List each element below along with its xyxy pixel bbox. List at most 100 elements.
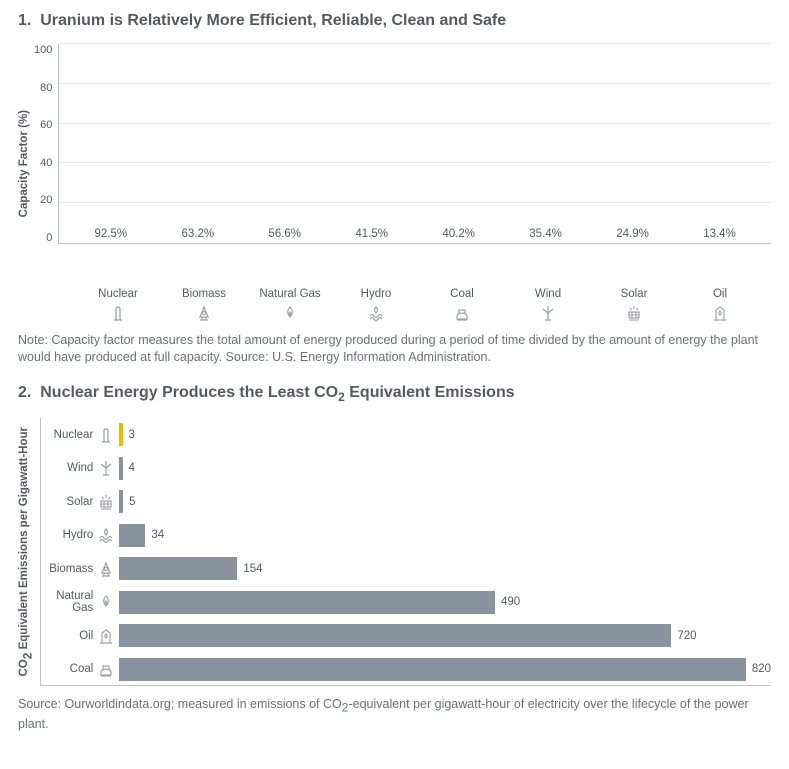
chart2-category: Natural Gas xyxy=(41,590,119,614)
chart1-gridline xyxy=(59,43,771,44)
chart2-barwrap: 154 xyxy=(119,557,771,580)
chart1-ytick: 60 xyxy=(34,119,52,131)
coal-icon xyxy=(97,660,115,678)
chart2-category-label: Wind xyxy=(67,462,93,474)
chart1-category-label: Biomass xyxy=(161,288,247,300)
chart1-category: Biomass xyxy=(161,284,247,322)
chart1-bar-label: 56.6% xyxy=(268,228,301,240)
chart1-category: Coal xyxy=(419,284,505,322)
chart2-bar-label: 154 xyxy=(243,563,262,575)
chart2-bar-label: 3 xyxy=(129,429,135,441)
chart2-bar xyxy=(119,658,746,681)
chart2-title-sub: 2 xyxy=(338,390,345,404)
chart2-row-coal: Coal 820 xyxy=(41,652,771,686)
biomass-icon xyxy=(97,560,115,578)
chart2-title: 2. Nuclear Energy Produces the Least CO2… xyxy=(18,384,771,404)
chart2-yaxis-sub: 2 xyxy=(20,653,34,660)
coal-icon xyxy=(419,304,505,322)
solar-icon xyxy=(591,304,677,322)
chart2-barwrap: 3 xyxy=(119,423,771,446)
chart2-category: Wind xyxy=(41,459,119,477)
chart2-row-natural-gas: Natural Gas 490 xyxy=(41,585,771,619)
chart2-bar-label: 820 xyxy=(752,663,771,675)
chart2-barwrap: 34 xyxy=(119,524,771,547)
chart2-yaxis-pre: CO xyxy=(18,659,30,676)
chart2-bar xyxy=(119,591,495,614)
chart1-gridline xyxy=(59,83,771,84)
chart2-category: Biomass xyxy=(41,560,119,578)
nuclear-icon xyxy=(97,426,115,444)
chart1-category-label: Solar xyxy=(591,288,677,300)
chart1: Capacity Factor (%) 020406080100 92.5%63… xyxy=(18,44,771,322)
chart2-row-hydro: Hydro 34 xyxy=(41,518,771,552)
chart2-bar-label: 34 xyxy=(151,529,164,541)
wind-icon xyxy=(505,304,591,322)
chart1-gridline xyxy=(59,123,771,124)
chart1-bar-label: 35.4% xyxy=(529,228,562,240)
chart1-category: Solar xyxy=(591,284,677,322)
nuclear-icon xyxy=(75,304,161,322)
chart2-note: Source: Ourworldindata.org; measured in … xyxy=(18,696,771,733)
chart2-category-label: Solar xyxy=(66,496,93,508)
chart2-barwrap: 490 xyxy=(119,591,771,614)
chart2-category-label: Hydro xyxy=(63,529,94,541)
biomass-icon xyxy=(161,304,247,322)
chart2-barwrap: 5 xyxy=(119,490,771,513)
chart2-bar xyxy=(119,557,237,580)
chart1-gridline xyxy=(59,162,771,163)
chart2-yaxis-post: Equivalent Emissions per Gigawatt-Hour xyxy=(18,427,30,653)
chart1-category: Nuclear xyxy=(75,284,161,322)
chart2-row-oil: Oil 720 xyxy=(41,619,771,653)
chart2-row-nuclear: Nuclear 3 xyxy=(41,418,771,452)
chart1-number: 1. xyxy=(18,12,31,29)
chart2-bar-label: 4 xyxy=(129,462,135,474)
chart1-category: Hydro xyxy=(333,284,419,322)
chart1-ytick: 40 xyxy=(34,157,52,169)
chart2-note-pre: Source: Ourworldindata.org; measured in … xyxy=(18,697,342,711)
chart2-yaxis-label: CO2 Equivalent Emissions per Gigawatt-Ho… xyxy=(18,427,34,677)
chart2: CO2 Equivalent Emissions per Gigawatt-Ho… xyxy=(18,418,771,686)
chart2-barwrap: 820 xyxy=(119,658,771,681)
chart2-title-pre: Nuclear Energy Produces the Least CO xyxy=(40,384,338,401)
chart2-bar-label: 490 xyxy=(501,596,520,608)
chart2-bar-label: 720 xyxy=(677,630,696,642)
chart2-row-solar: Solar 5 xyxy=(41,485,771,519)
chart2-bar xyxy=(119,457,122,480)
chart1-title: 1. Uranium is Relatively More Efficient,… xyxy=(18,12,771,30)
chart2-bar xyxy=(119,423,122,446)
chart2-category-label: Biomass xyxy=(49,563,93,575)
chart2-row-biomass: Biomass 154 xyxy=(41,552,771,586)
chart1-category: Natural Gas xyxy=(247,284,333,322)
chart1-yticks: 020406080100 xyxy=(34,44,58,244)
chart1-bar-label: 41.5% xyxy=(355,228,388,240)
chart2-category: Solar xyxy=(41,493,119,511)
chart1-category-label: Coal xyxy=(419,288,505,300)
chart1-bar-label: 13.4% xyxy=(703,228,736,240)
gas-icon xyxy=(247,304,333,322)
chart2-bar xyxy=(119,490,123,513)
chart2-number: 2. xyxy=(18,384,31,401)
chart1-category-label: Nuclear xyxy=(75,288,161,300)
chart2-title-post: Equivalent Emissions xyxy=(345,384,515,401)
chart2-bar xyxy=(119,624,671,647)
chart1-gridline xyxy=(59,202,771,203)
chart2-category: Oil xyxy=(41,627,119,645)
chart2-category: Nuclear xyxy=(41,426,119,444)
chart2-category-label: Coal xyxy=(70,663,94,675)
chart2-row-wind: Wind 4 xyxy=(41,451,771,485)
chart1-ytick: 100 xyxy=(34,44,52,56)
chart2-plot: Nuclear 3 Wind 4 Solar 5 Hydro 34 Biomass 154 Natu… xyxy=(40,418,771,686)
gas-icon xyxy=(97,593,115,611)
chart1-bar-label: 63.2% xyxy=(181,228,214,240)
chart2-bar-label: 5 xyxy=(129,496,135,508)
chart1-plot: 92.5%63.2%56.6%41.5%40.2%35.4%24.9%13.4% xyxy=(58,44,771,244)
chart1-note: Note: Capacity factor measures the total… xyxy=(18,332,771,366)
chart2-category: Hydro xyxy=(41,526,119,544)
chart1-bar-label: 92.5% xyxy=(95,228,128,240)
chart2-category-label: Nuclear xyxy=(54,429,94,441)
chart1-bar-label: 24.9% xyxy=(616,228,649,240)
chart1-ytick: 0 xyxy=(34,232,52,244)
chart1-category-label: Wind xyxy=(505,288,591,300)
chart1-category-label: Natural Gas xyxy=(247,288,333,300)
chart2-category-label: Oil xyxy=(79,630,93,642)
